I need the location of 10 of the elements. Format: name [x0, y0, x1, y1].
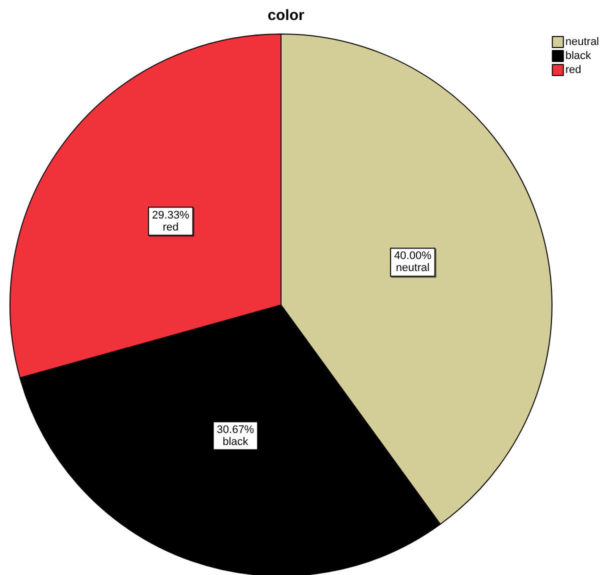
legend-label: black	[565, 50, 592, 62]
chart-title: color	[268, 7, 304, 24]
slice-label: red	[162, 221, 179, 234]
data-label: 29.33%	[152, 209, 190, 222]
data-label: 40.00%	[394, 250, 432, 262]
legend-label: red	[565, 64, 582, 76]
slice-label: black	[222, 436, 249, 448]
legend-label: neutral	[565, 36, 600, 48]
data-label: 30.67%	[216, 424, 254, 436]
slice-label: neutral	[396, 262, 430, 274]
